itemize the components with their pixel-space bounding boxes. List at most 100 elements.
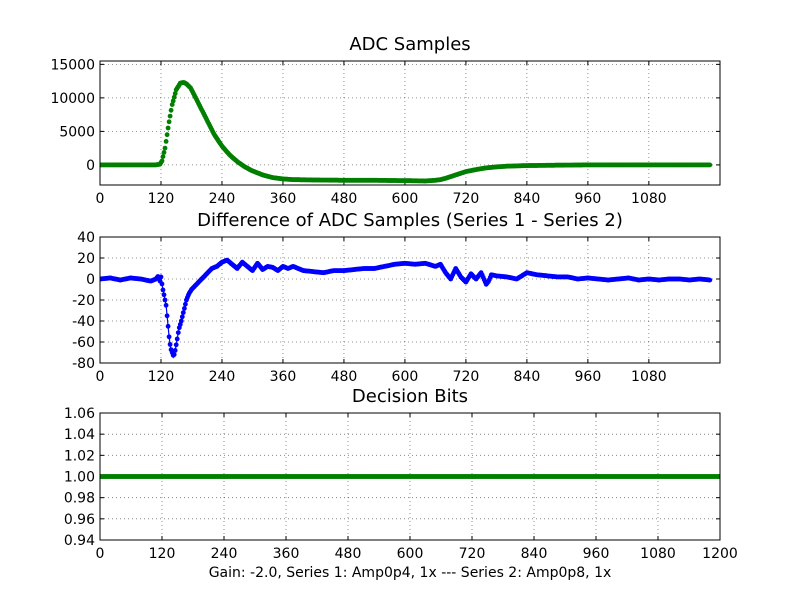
adc-point (169, 102, 175, 107)
adc-y-tick-label: 0 (86, 158, 95, 174)
diff-x-tick-label: 240 (209, 369, 236, 385)
diff-x-tick-label: 960 (575, 369, 602, 385)
adc-point (167, 113, 173, 119)
diff-y-tick-label: 20 (77, 251, 95, 267)
diff-point (171, 352, 177, 357)
bits-x-tick-label: 120 (149, 546, 176, 562)
diff-x-tick-label: 720 (453, 369, 480, 385)
adc-point (166, 119, 172, 125)
adc-x-tick-label: 480 (331, 191, 358, 207)
footer-caption: Gain: -2.0, Series 1: Amp0p4, 1x --- Ser… (209, 565, 612, 581)
diff-y-tick-label: -40 (72, 314, 95, 330)
decision-bits-panel: 0 120 240 360 480 600 720 840 960 1080 1200 0.94 0.9… (64, 386, 738, 562)
diff-point (162, 297, 168, 303)
diff-y-tick-label: 0 (86, 272, 95, 288)
diff-point (183, 301, 188, 307)
adc-x-tick-label: 240 (209, 191, 236, 207)
adc-title: ADC Samples (349, 34, 470, 55)
diff-x-tick-label: 840 (514, 369, 541, 385)
adc-point (707, 162, 713, 168)
adc-y-tick-label: 10000 (50, 91, 95, 107)
adc-x-tick-label: 0 (96, 191, 105, 207)
diff-point (164, 313, 170, 319)
diff-axes-frame (99, 236, 721, 364)
diff-point (173, 342, 179, 348)
diff-series (100, 257, 713, 359)
adc-x-tick-label: 1080 (631, 191, 667, 207)
bits-y-tick-label: 0.96 (64, 512, 95, 528)
difference-panel: 0 120 240 360 480 600 720 840 960 1080 -80 -60 -40 -2… (72, 210, 721, 385)
diff-point (707, 277, 713, 283)
bits-x-tick-label: 720 (459, 546, 486, 562)
adc-point (164, 132, 170, 138)
bits-axes-frame (99, 412, 721, 541)
diff-point (172, 348, 178, 353)
diff-x-tick-label: 120 (148, 369, 175, 385)
bits-x-tick-label: 360 (273, 546, 300, 562)
adc-series (100, 80, 713, 184)
bits-x-tick-label: 840 (521, 546, 548, 562)
diff-point (175, 330, 181, 335)
adc-point (162, 145, 168, 151)
diff-point (165, 323, 171, 329)
diff-y-tick-label: -80 (72, 356, 95, 372)
adc-point (165, 125, 171, 131)
bits-x-tick-label: 960 (583, 546, 610, 562)
adc-y-tick-label: 5000 (59, 124, 95, 140)
bits-x-tick-label: 0 (96, 546, 105, 562)
diff-x-tick-label: 0 (96, 369, 105, 385)
bits-y-tick-label: 0.98 (64, 491, 95, 507)
bits-x-tick-label: 480 (335, 546, 362, 562)
bits-y-tick-label: 1.04 (64, 427, 95, 443)
adc-x-tick-label: 720 (453, 191, 480, 207)
diff-point (178, 318, 184, 324)
diff-x-tick-label: 600 (392, 369, 419, 385)
bits-point (717, 474, 720, 479)
adc-point (170, 98, 176, 104)
bits-x-tick-label: 1200 (702, 546, 738, 562)
diff-y-tick-label: 40 (77, 230, 95, 246)
adc-point (172, 91, 178, 96)
diff-point (166, 334, 172, 340)
diff-y-tick-label: -60 (72, 335, 95, 351)
diff-point (160, 287, 166, 293)
adc-x-tick-label: 360 (270, 191, 297, 207)
bits-x-tick-label: 600 (397, 546, 424, 562)
diff-point (167, 342, 173, 347)
diff-point (161, 292, 167, 298)
bits-y-tick-label: 1.02 (64, 448, 95, 464)
adc-samples-panel: 0 120 240 360 480 600 720 840 960 1080 0 5000 10000 1… (50, 34, 721, 207)
diff-point (158, 274, 164, 280)
diff-x-tick-label: 480 (331, 369, 358, 385)
bits-x-tick-label: 240 (211, 546, 238, 562)
bits-y-tick-label: 1.00 (64, 470, 95, 486)
bits-title: Decision Bits (352, 386, 468, 407)
diff-x-tick-label: 360 (270, 369, 297, 385)
diff-point (182, 306, 187, 311)
diff-point (179, 314, 185, 320)
bits-x-tick-label: 1080 (640, 546, 676, 562)
diff-point (174, 336, 180, 342)
adc-axes-frame (99, 60, 721, 186)
adc-point (160, 154, 166, 160)
diff-title: Difference of ADC Samples (Series 1 - Se… (197, 210, 623, 231)
adc-point (168, 107, 174, 113)
adc-x-tick-label: 960 (575, 191, 602, 207)
adc-point (161, 150, 167, 155)
adc-x-tick-label: 120 (148, 191, 175, 207)
bits-y-tick-label: 1.06 (64, 406, 95, 422)
adc-point (171, 94, 177, 100)
bits-y-tick-label: 0.94 (64, 533, 95, 549)
adc-y-tick-label: 15000 (50, 57, 95, 73)
diff-x-tick-label: 1080 (631, 369, 667, 385)
diff-point (159, 281, 165, 287)
diff-point (163, 302, 169, 308)
adc-point (159, 158, 165, 164)
adc-point (163, 139, 169, 144)
adc-x-tick-label: 600 (392, 191, 419, 207)
diff-point (180, 310, 186, 315)
adc-x-tick-label: 840 (514, 191, 541, 207)
bits-series (100, 474, 720, 479)
diff-y-tick-label: -20 (72, 293, 95, 309)
